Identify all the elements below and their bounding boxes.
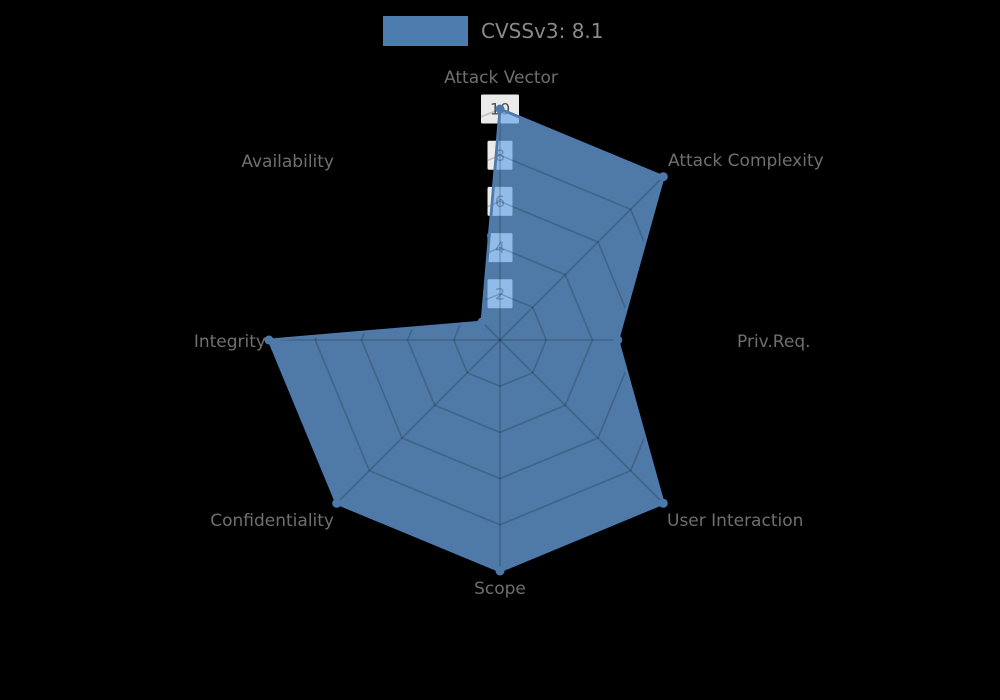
axis-label-integrity: Integrity xyxy=(194,332,266,352)
axis-label-confidentiality: Confidentiality xyxy=(210,511,334,531)
vertex-marker-dot xyxy=(332,498,342,508)
legend-swatch xyxy=(383,16,468,46)
grid-ring xyxy=(360,200,640,480)
score-polygon-fill xyxy=(269,109,664,571)
grid-spoke xyxy=(336,339,501,504)
grid-ring xyxy=(452,292,548,388)
vertex-marker-dot xyxy=(658,172,668,182)
axis-label-availability: Availability xyxy=(241,152,334,172)
grid-ring xyxy=(314,154,686,526)
vertex-markers xyxy=(264,104,668,576)
vertex-marker-dot xyxy=(658,498,668,508)
legend-label: CVSSv3: 8.1 xyxy=(481,19,604,43)
axis-label-scope: Scope xyxy=(474,579,526,599)
grid-spoke xyxy=(336,176,501,341)
vertex-marker-dot xyxy=(495,566,505,576)
axis-labels: Attack Vector Attack Complexity Priv.Req. U… xyxy=(194,68,824,599)
vertex-marker-dot xyxy=(613,335,623,345)
axis-label-user-interaction: User Interaction xyxy=(667,511,803,531)
axis-label-priv-req: Priv.Req. xyxy=(737,332,811,352)
legend: CVSSv3: 8.1 xyxy=(383,15,604,47)
grid-spoke xyxy=(499,339,664,504)
vertex-marker-dot xyxy=(477,317,487,327)
vertex-marker-dot xyxy=(264,335,274,345)
vertex-marker-dot xyxy=(495,104,505,114)
axis-label-attack-complexity: Attack Complexity xyxy=(668,151,824,171)
grid-spoke xyxy=(499,176,664,341)
grid-ring xyxy=(406,246,594,434)
axis-label-attack-vector: Attack Vector xyxy=(444,68,558,88)
